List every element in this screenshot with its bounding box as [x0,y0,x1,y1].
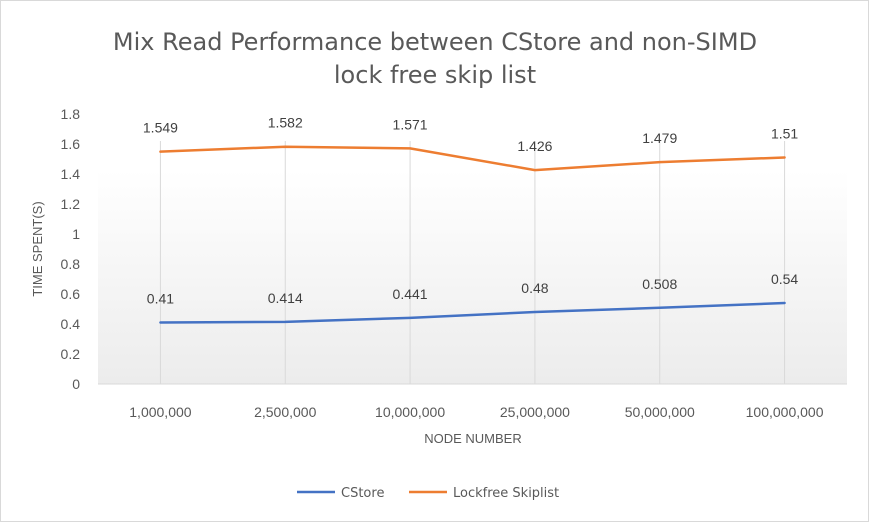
plot-area [98,141,847,384]
y-tick-label: 0 [72,376,80,392]
x-axis-title: NODE NUMBER [424,431,522,446]
y-tick-label: 0.4 [61,316,81,332]
data-label: 1.571 [393,116,428,132]
legend: CStore Lockfree Skiplist [297,486,559,501]
data-label: 1.479 [642,130,677,146]
data-label: 0.508 [642,276,677,292]
y-tick-label: 1.8 [61,106,81,122]
y-axis-title: TIME SPENT(S) [30,201,45,296]
legend-label: CStore [341,486,384,501]
x-tick-label: 2,500,000 [254,404,316,420]
y-tick-label: 1.2 [61,196,81,212]
data-label: 0.441 [393,286,428,302]
series-line-cstore [159,301,786,324]
y-tick-label: 0.6 [61,286,81,302]
y-tick-label: 0.8 [61,256,81,272]
y-tick-label: 1.6 [61,136,81,152]
y-axis-ticks: 0 0.2 0.4 0.6 0.8 1 1.2 1.4 1.6 1.8 [61,106,81,392]
data-label: 1.51 [771,126,798,142]
y-tick-label: 1.4 [61,166,81,182]
series-line-lockfree-skiplist [159,145,786,172]
legend-label: Lockfree Skiplist [453,486,559,501]
data-label: 0.414 [268,290,303,306]
x-tick-label: 25,000,000 [500,404,570,420]
data-label: 0.54 [771,271,798,287]
gridlines [159,141,786,384]
chart-title-line-1: Mix Read Performance between CStore and … [113,28,757,56]
y-tick-label: 1 [72,226,80,242]
data-label: 1.426 [517,138,552,154]
data-label: 0.41 [147,291,174,307]
series-lines [159,145,786,324]
x-axis-ticks: 1,000,000 2,500,000 10,000,000 25,000,000 50… [129,404,823,420]
x-tick-label: 1,000,000 [129,404,191,420]
data-labels: 0.41 0.414 0.441 0.48 0.508 0.54 1.549 1.582 1.5… [143,115,799,307]
x-tick-label: 100,000,000 [746,404,824,420]
chart-title-line-2: lock free skip list [334,61,536,89]
x-tick-label: 50,000,000 [625,404,695,420]
x-tick-label: 10,000,000 [375,404,445,420]
data-label: 0.48 [521,280,548,296]
data-label: 1.549 [143,120,178,136]
y-tick-label: 0.2 [61,346,81,362]
data-label: 1.582 [268,115,303,131]
